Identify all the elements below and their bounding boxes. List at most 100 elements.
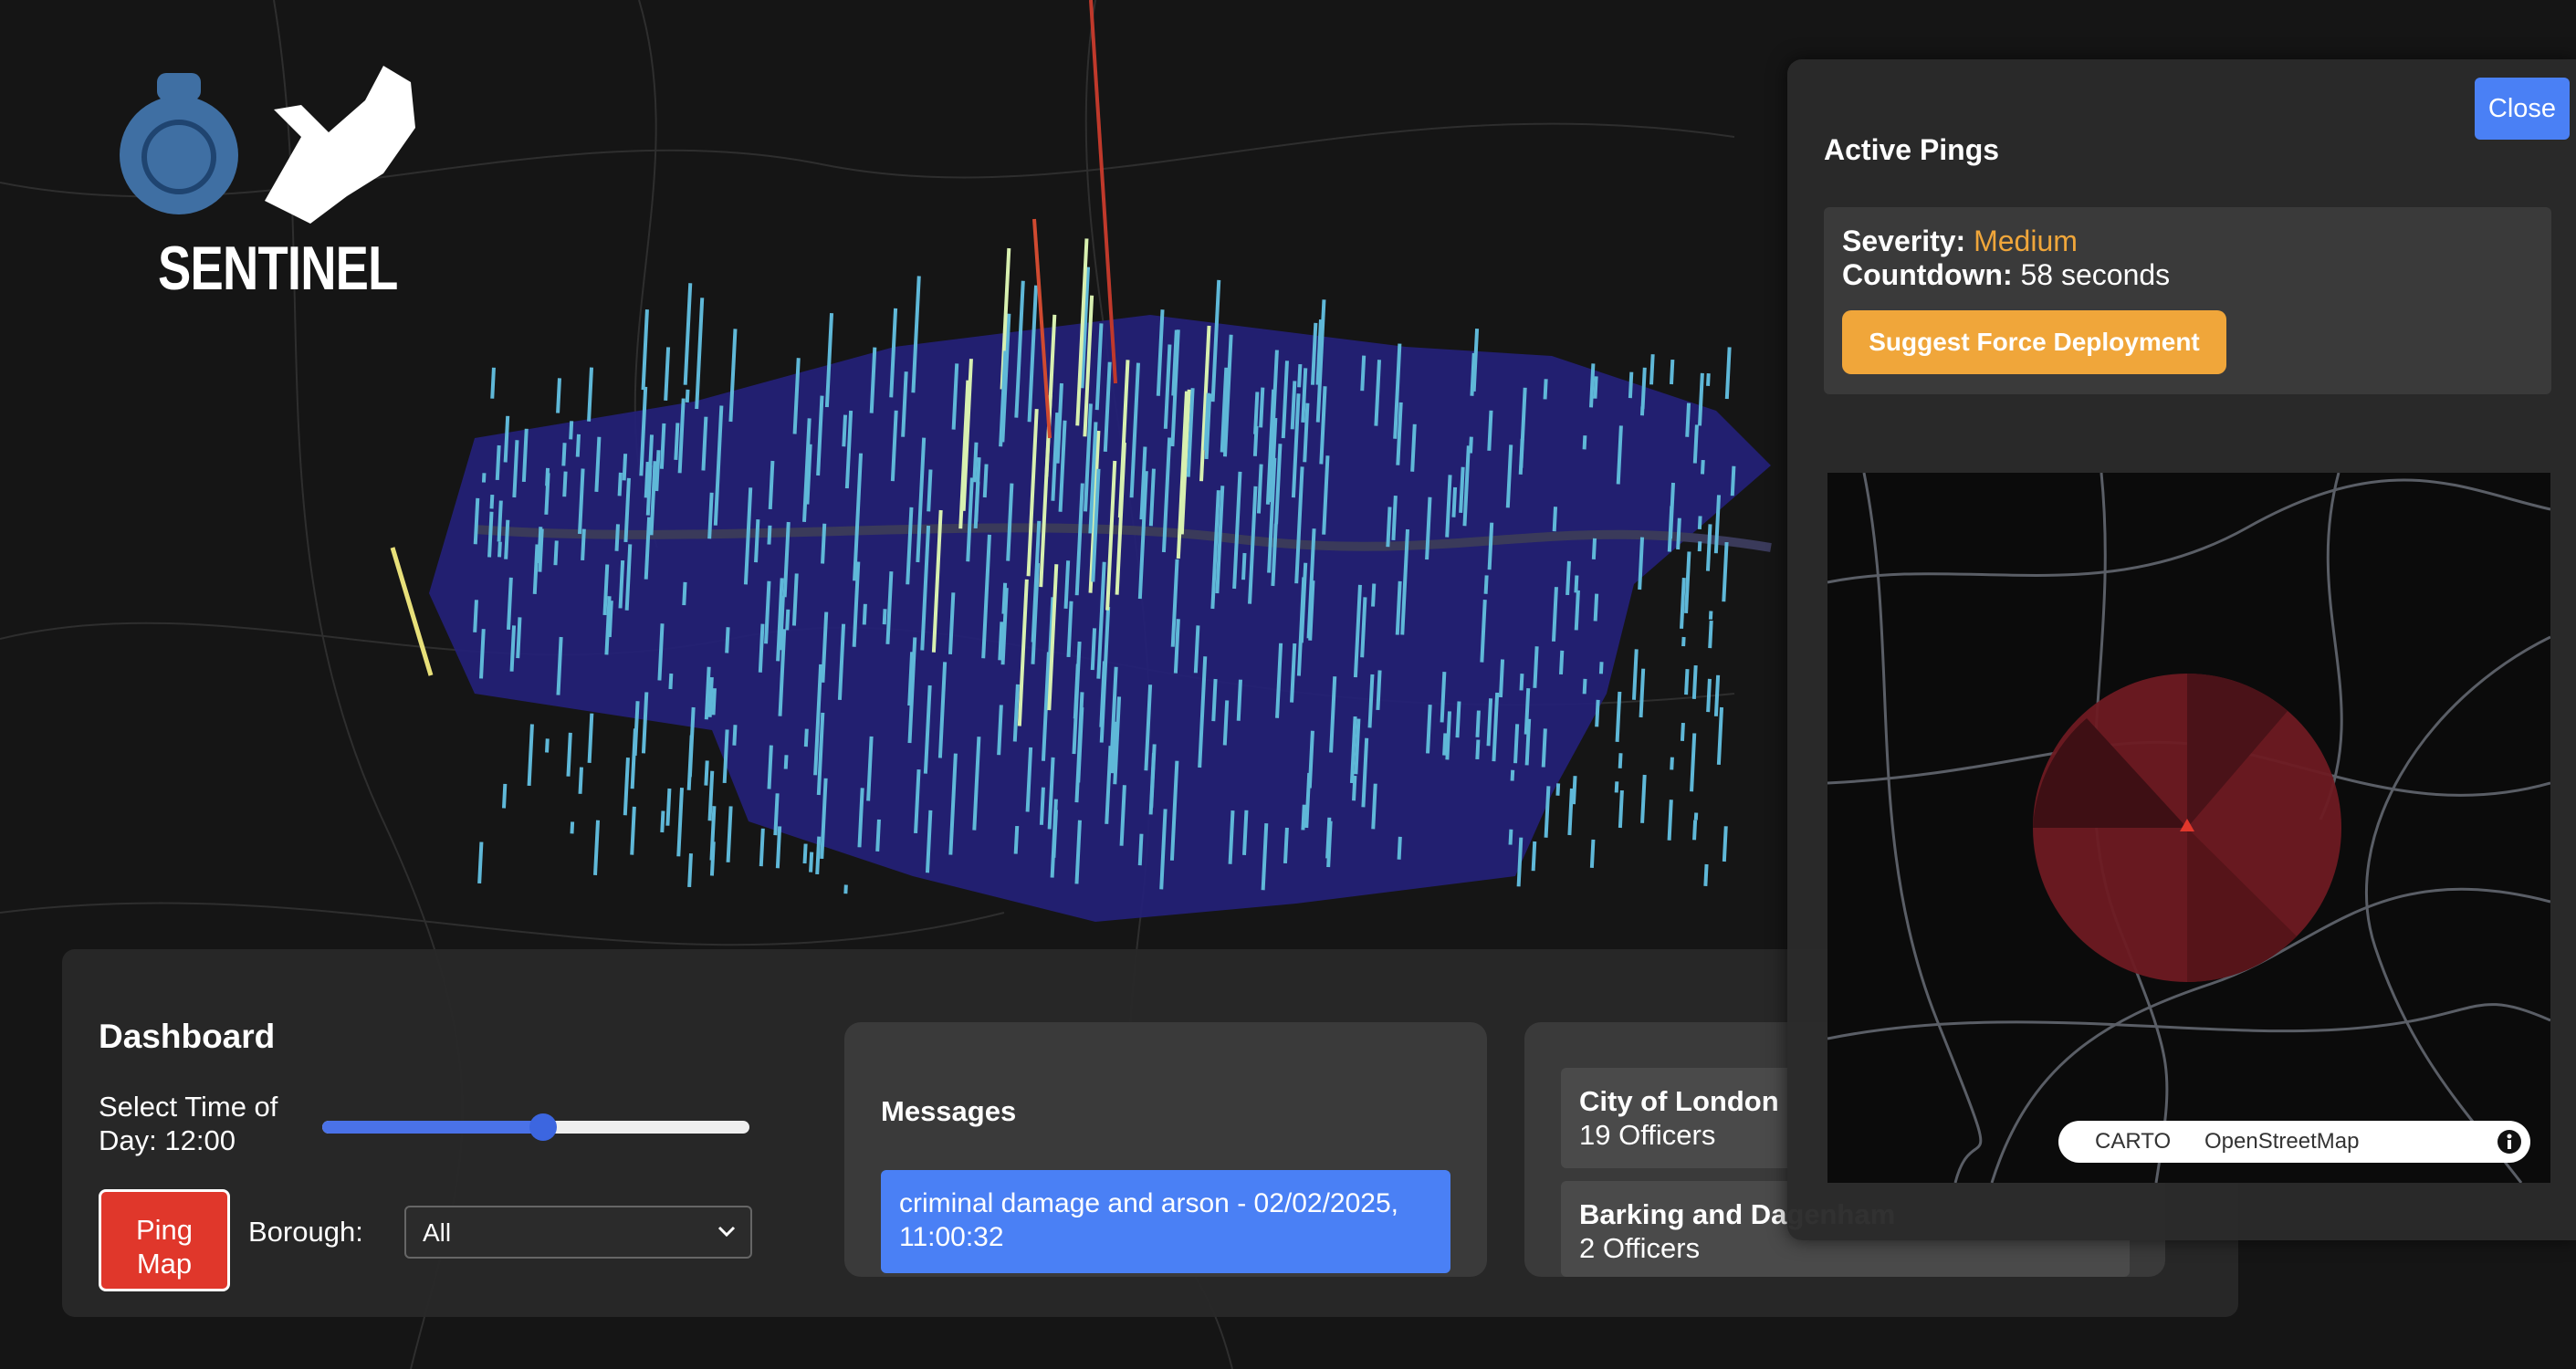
officer-count: 2 Officers [1579, 1232, 1701, 1264]
info-icon[interactable] [2497, 1129, 2522, 1155]
map-bar [1210, 490, 1220, 610]
borough-label: Borough: [248, 1216, 363, 1248]
map-bar [1315, 319, 1324, 385]
borough-select[interactable]: All [404, 1206, 752, 1259]
map-bar [1017, 579, 1029, 726]
message[interactable]: criminal damage and arson - 02/02/2025, … [881, 1170, 1450, 1273]
ping-minimap [1827, 473, 2550, 1183]
map-bar [1275, 643, 1283, 718]
map-bar [1074, 820, 1082, 884]
map-bar [914, 769, 921, 834]
map-bar [1589, 363, 1596, 408]
map-bar [1690, 733, 1697, 792]
map-bar [1006, 483, 1014, 561]
map-bar [562, 471, 568, 497]
map-bar [1297, 363, 1303, 388]
map-bar [1041, 652, 1051, 761]
map-bar [1105, 746, 1113, 824]
map-bar [837, 623, 846, 700]
logo-title: SENTINEL [158, 234, 398, 303]
map-bar [614, 524, 620, 551]
attribution-osm[interactable]: OpenStreetMap [2204, 1129, 2360, 1154]
map-bar [1730, 465, 1736, 496]
map-bar [1186, 388, 1195, 477]
map-bar [704, 666, 711, 720]
map-bar [649, 461, 657, 536]
map-bar [1179, 389, 1191, 535]
map-bar [1088, 422, 1098, 534]
map-bar [477, 841, 484, 884]
map-bar [503, 415, 510, 463]
map-bar [1044, 314, 1057, 477]
attribution-carto[interactable]: CARTO [2095, 1129, 2172, 1154]
map-bar [743, 487, 753, 585]
map-bar [1269, 417, 1278, 503]
map-bar [803, 728, 809, 747]
map-bar [1558, 650, 1565, 675]
map-bar [1462, 445, 1471, 527]
map-bar [1628, 371, 1634, 399]
map-bar [1271, 523, 1278, 587]
map-bar [1013, 825, 1020, 854]
map-bar [1242, 810, 1249, 855]
close-button[interactable]: Close [2475, 78, 2570, 140]
map-bar [645, 465, 653, 516]
map-bar [1173, 619, 1180, 674]
map-bar [1541, 728, 1547, 768]
map-bar [545, 738, 550, 753]
map-bar [869, 347, 877, 413]
map-bar [682, 581, 687, 606]
map-bar [1567, 788, 1574, 836]
map-bar [1700, 459, 1705, 475]
map-bar [1371, 583, 1377, 607]
map-bar [1684, 669, 1690, 695]
map-bar [1353, 584, 1362, 678]
map-bar [925, 810, 933, 873]
map-bar [497, 500, 503, 542]
map-bar [767, 525, 772, 545]
map-bar [1698, 372, 1704, 426]
suggest-deployment-button[interactable]: Suggest Force Deployment [1842, 310, 2226, 374]
map-bar [1163, 344, 1172, 429]
map-bar [602, 564, 610, 616]
dashboard-title: Dashboard [99, 1018, 276, 1055]
map-bar [1310, 322, 1318, 385]
map-bar [1169, 760, 1179, 861]
map-bar [1222, 334, 1233, 457]
map-bar [1492, 692, 1500, 762]
map-bar [660, 810, 665, 833]
map-bar [1445, 475, 1452, 538]
map-bar [1265, 389, 1276, 505]
map-bar [1649, 354, 1655, 385]
map-bar [1571, 776, 1577, 805]
map-bar [644, 461, 650, 498]
map-bar [1156, 309, 1165, 396]
map-bar [1252, 425, 1259, 456]
map-bar [809, 852, 814, 873]
map-bar [1455, 701, 1461, 738]
map-bar [1471, 329, 1480, 392]
map-bar [1220, 367, 1229, 453]
map-bar [1589, 839, 1596, 868]
slider-thumb[interactable] [529, 1113, 557, 1141]
map-bar [1400, 528, 1410, 635]
map-bar [785, 609, 791, 631]
map-bar [966, 477, 974, 562]
map-bar [1119, 785, 1126, 846]
map-bar [1616, 425, 1623, 485]
map-bar [1001, 582, 1008, 614]
map-bar [1203, 392, 1210, 451]
map-bar [1349, 716, 1357, 784]
map-bar [1094, 323, 1104, 411]
map-bar [1176, 391, 1189, 559]
map-bar [644, 517, 652, 580]
map-bar [1543, 379, 1548, 400]
map-bar [1088, 430, 1101, 593]
map-bar [575, 434, 581, 457]
ping-map-button[interactable]: Ping Map [99, 1189, 230, 1291]
map-bar [1445, 711, 1452, 760]
map-bar [778, 595, 785, 651]
map-bar [674, 423, 680, 460]
map-bar [701, 416, 708, 471]
